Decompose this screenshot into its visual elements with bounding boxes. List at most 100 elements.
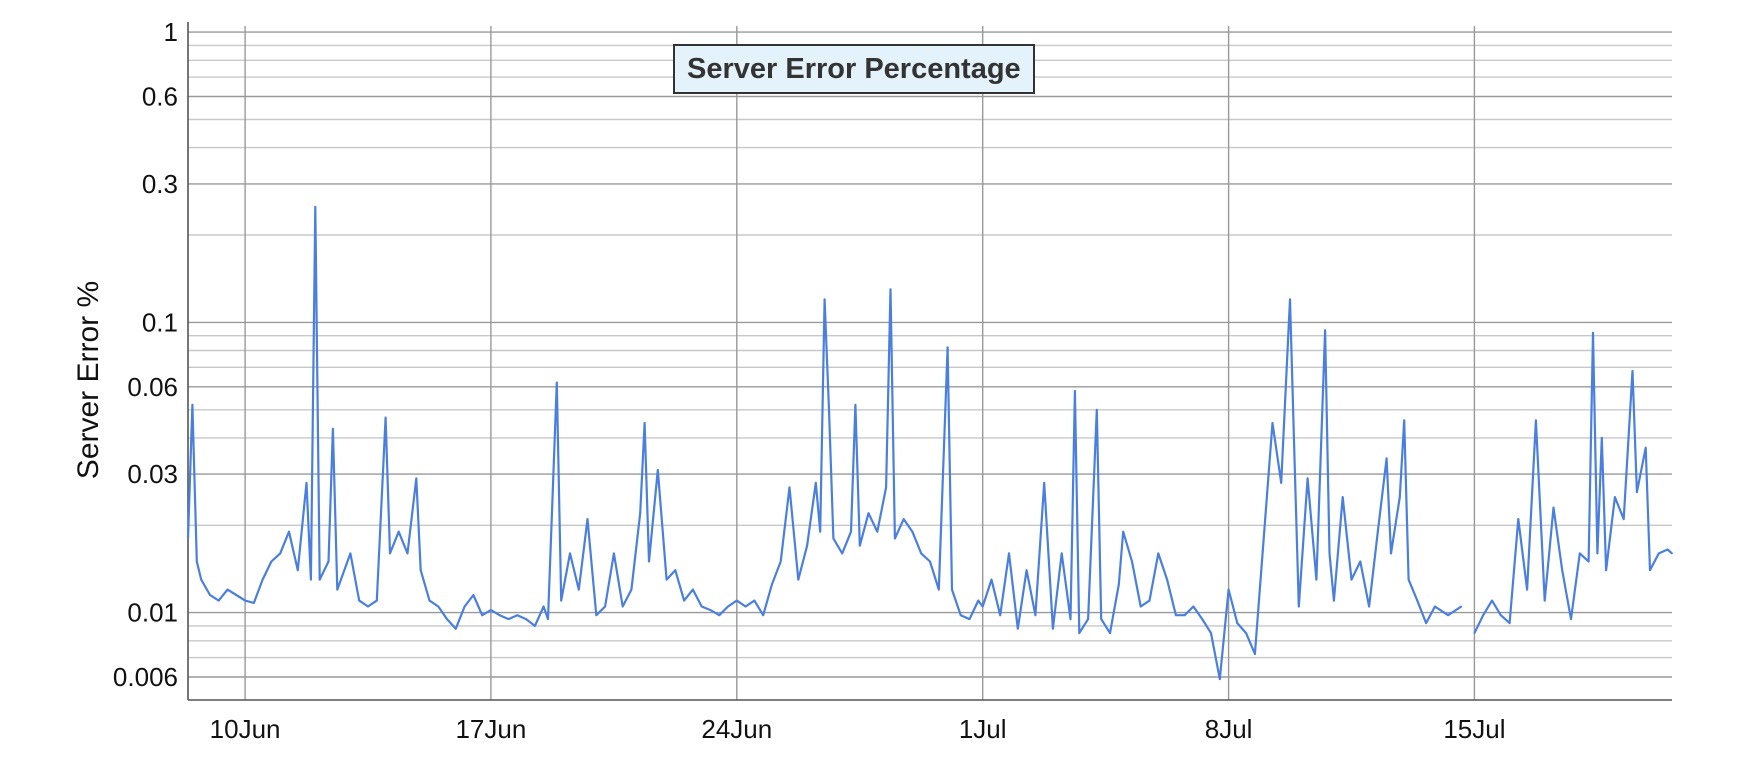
data-point [1333, 599, 1335, 602]
data-point [1192, 605, 1195, 608]
data-point [1060, 552, 1063, 555]
data-point [1210, 632, 1212, 634]
data-point [1236, 622, 1239, 624]
data-point [814, 481, 817, 484]
data-point [937, 588, 940, 591]
data-point [1649, 569, 1651, 572]
data-point [310, 578, 312, 581]
data-point [1631, 370, 1634, 372]
data-point [288, 530, 290, 533]
data-point [547, 618, 549, 620]
data-point [1526, 588, 1528, 591]
axes [187, 22, 1672, 701]
y-tick-label: 0.6 [142, 82, 178, 112]
data-point [1254, 653, 1256, 655]
data-point [1069, 618, 1072, 620]
data-point [1025, 569, 1028, 572]
data-point [1570, 618, 1572, 620]
data-point [867, 512, 870, 515]
data-point [779, 560, 782, 563]
data-point [481, 614, 484, 617]
data-point [1434, 605, 1436, 608]
data-point [1289, 298, 1291, 301]
data-point [1416, 599, 1419, 602]
data-point [1499, 614, 1502, 617]
data-point [841, 552, 844, 555]
data-point [577, 588, 580, 591]
data-point [692, 588, 694, 591]
data-point [507, 618, 510, 620]
data-point [406, 552, 409, 555]
y-tick-label: 0.1 [142, 307, 178, 337]
data-point [1587, 560, 1590, 563]
data-point [1614, 496, 1616, 498]
data-point [1122, 530, 1125, 533]
data-point [1592, 332, 1594, 334]
data-point [542, 605, 545, 608]
data-point [630, 588, 633, 591]
data-point [1600, 437, 1603, 439]
data-point [498, 614, 501, 617]
data-point [534, 625, 536, 627]
data-point [463, 605, 466, 608]
data-point [700, 605, 703, 608]
data-point [1034, 614, 1037, 617]
data-point [920, 552, 923, 555]
data-point [1666, 548, 1669, 551]
data-point [270, 560, 273, 563]
data-point [959, 614, 962, 617]
data-point [797, 578, 800, 581]
data-point [200, 578, 203, 581]
data-point [828, 408, 830, 411]
data-point [854, 403, 857, 406]
data-point [683, 599, 685, 602]
x-tick-labels: 10Jun 17Jun 24Jun 1Jul 8Jul 15Jul [210, 714, 1506, 744]
data-point [1008, 552, 1010, 555]
data-point [490, 609, 492, 611]
data-point [305, 481, 308, 484]
data-point [1552, 506, 1555, 509]
data-point [1376, 530, 1379, 533]
x-tick-label: 24Jun [701, 714, 772, 744]
data-point [735, 599, 738, 602]
data-point [990, 578, 993, 581]
data-point [858, 544, 861, 547]
data-point [1297, 605, 1300, 608]
x-tick-label: 15Jul [1443, 714, 1505, 744]
data-point [648, 560, 650, 563]
data-point [454, 627, 457, 630]
x-gridlines [244, 26, 1476, 700]
data-point [375, 599, 378, 602]
data-point [753, 599, 756, 602]
data-point [349, 552, 352, 555]
data-point [665, 578, 668, 581]
data-point [911, 530, 914, 533]
data-point [437, 605, 440, 608]
data-point [279, 552, 282, 555]
data-point [1201, 618, 1204, 620]
data-point [1245, 632, 1247, 634]
y-tick-label: 0.006 [113, 662, 178, 692]
data-point [1447, 614, 1449, 617]
series-line [186, 205, 1673, 681]
data-point [762, 614, 765, 617]
y-tick-label: 1 [164, 17, 178, 47]
data-point [1390, 552, 1392, 555]
y-tick-label: 0.01 [127, 598, 178, 628]
data-point [771, 583, 773, 586]
y-tick-labels: 1 0.6 0.3 0.1 0.06 0.03 0.01 0.006 [113, 17, 178, 692]
data-point [832, 537, 835, 540]
data-point [674, 569, 677, 572]
data-point [1095, 408, 1098, 411]
data-point [1016, 627, 1019, 630]
data-point [1227, 588, 1230, 591]
data-point [1157, 552, 1160, 555]
data-point [415, 477, 418, 480]
data-point [1183, 614, 1186, 617]
data-point [296, 569, 299, 572]
data-point [327, 560, 330, 563]
data-point [1293, 453, 1296, 456]
data-point [946, 346, 949, 349]
data-point [1644, 446, 1647, 449]
